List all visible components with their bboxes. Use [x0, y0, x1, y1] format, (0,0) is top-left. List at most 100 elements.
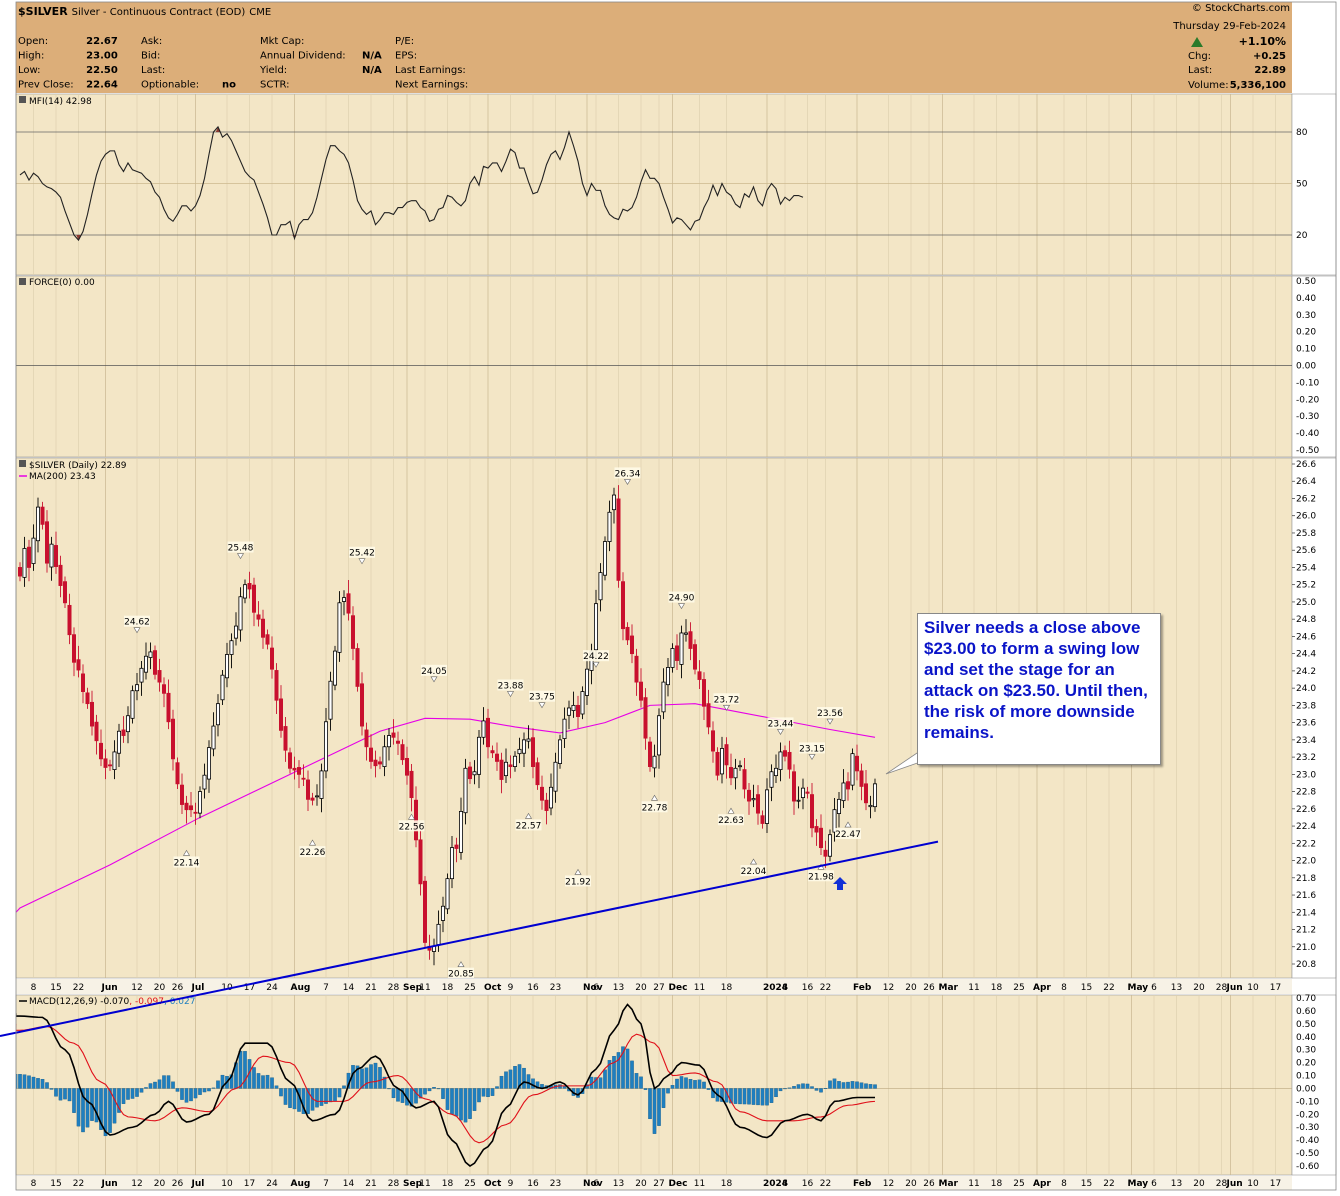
price-candle — [522, 732, 527, 768]
price-candle — [413, 786, 418, 848]
macd-histogram-bar — [45, 1082, 49, 1089]
x-axis-label: 20 — [1193, 1179, 1205, 1189]
x-axis-label: 10 — [1247, 983, 1259, 993]
macd-histogram-bar — [760, 1088, 765, 1106]
field-label: Optionable: — [141, 80, 199, 91]
price-candle — [148, 642, 153, 670]
x-axis-label: 25 — [1013, 1179, 1024, 1189]
x-axis-label: 20 — [154, 1179, 166, 1189]
macd-histogram-bar — [256, 1073, 261, 1089]
x-axis-label: 22 — [820, 1179, 831, 1189]
price-candle — [513, 751, 518, 772]
x-axis-label: 20 — [635, 983, 647, 993]
price-candle — [328, 671, 333, 731]
price-candle — [711, 721, 716, 763]
x-axis-label: Mar — [939, 983, 959, 993]
price-tick-label: 23.0 — [1296, 770, 1316, 780]
price-label: 22.26 — [299, 839, 326, 858]
macd-histogram-bar — [27, 1075, 31, 1089]
panel-drag-icon — [19, 96, 26, 103]
price-candle — [562, 707, 567, 749]
x-axis-label: 13 — [1171, 1179, 1182, 1189]
macd-histogram-bar — [477, 1088, 481, 1103]
macd-histogram-bar — [508, 1069, 513, 1089]
price-candle — [742, 757, 747, 799]
price-candle — [391, 719, 396, 745]
price-tick-label: 24.4 — [1296, 650, 1316, 660]
macd-histogram-bar — [468, 1088, 472, 1119]
force-tick-label: -0.30 — [1296, 412, 1320, 422]
panel-drag-icon — [19, 460, 26, 467]
x-axis-label: 25 — [1013, 983, 1024, 993]
macd-histogram-bar — [697, 1079, 702, 1089]
macd-histogram-bar — [279, 1088, 283, 1097]
x-axis-label: 26 — [923, 1179, 935, 1189]
x-axis-label: Sep — [403, 1179, 423, 1189]
macd-histogram-bar — [859, 1082, 864, 1089]
macd-histogram-bar — [360, 1068, 364, 1089]
mfi-title: MFI(14) 42.98 — [29, 97, 92, 107]
price-candle — [540, 775, 545, 810]
x-axis-label: 28 — [388, 983, 400, 993]
price-candle — [63, 576, 68, 608]
field-label: Last Earnings: — [395, 65, 466, 76]
field-value: N/A — [362, 65, 382, 76]
price-candle — [621, 572, 626, 641]
price-label: 22.78 — [641, 794, 668, 813]
macd-tick-label: 0.60 — [1296, 1007, 1316, 1017]
xaxis1-strip — [16, 979, 1292, 994]
price-candle — [571, 691, 576, 718]
price-candle — [787, 740, 792, 779]
price-candle — [724, 737, 729, 779]
watermark: © StockCharts.com — [1192, 3, 1290, 14]
macd-tick-label: 0.20 — [1296, 1059, 1316, 1069]
mfi-tick-label: 80 — [1296, 128, 1308, 138]
field-label: Next Earnings: — [395, 80, 468, 91]
price-tick-label: 25.6 — [1296, 546, 1316, 556]
price-candle — [121, 716, 126, 743]
field-label: EPS: — [395, 51, 417, 62]
macd-histogram-bar — [841, 1082, 846, 1089]
x-axis-label: 13 — [613, 983, 624, 993]
price-candle — [337, 591, 342, 662]
price-tick-label: 24.8 — [1296, 615, 1316, 625]
macd-histogram-bar — [315, 1088, 319, 1108]
price-candle — [274, 663, 279, 714]
x-axis-label: Jun — [101, 1179, 118, 1189]
price-candle — [256, 601, 261, 627]
macd-histogram-bar — [94, 1088, 99, 1123]
price-candle — [549, 773, 554, 816]
price-candle — [481, 707, 486, 745]
price-candle — [616, 485, 621, 588]
field-label: SCTR: — [260, 80, 289, 91]
macd-histogram-bar — [472, 1088, 477, 1111]
price-candle — [585, 657, 590, 705]
macd-histogram-bar — [63, 1088, 67, 1100]
macd-histogram-bar — [648, 1088, 652, 1120]
volume-label: Volume: — [1188, 80, 1229, 91]
price-candle — [823, 840, 828, 868]
x-axis-label: Jul — [191, 983, 205, 993]
macd-histogram-bar — [850, 1081, 855, 1089]
price-candle — [112, 740, 117, 780]
x-axis-label: 17 — [1270, 983, 1281, 993]
price-candle — [368, 734, 373, 769]
x-axis-label: 25 — [464, 1179, 475, 1189]
macd-histogram-bar — [148, 1083, 153, 1089]
macd-histogram-bar — [765, 1088, 769, 1106]
mfi-axis-strip — [1291, 93, 1337, 276]
x-axis-label: Jun — [1226, 983, 1243, 993]
x-axis-label: 10 — [221, 1179, 233, 1189]
price-candle — [594, 589, 599, 658]
macd-tick-label: 0.70 — [1296, 994, 1316, 1004]
price-axis-strip — [1291, 457, 1337, 979]
price-candle — [445, 873, 450, 914]
x-axis-label: May — [1128, 1179, 1149, 1189]
macd-histogram-bar — [391, 1088, 396, 1099]
x-axis-label: 15 — [1081, 983, 1092, 993]
price-tick-label: 20.8 — [1296, 960, 1316, 970]
price-candle — [220, 670, 225, 705]
macd-histogram-bar — [837, 1081, 841, 1089]
